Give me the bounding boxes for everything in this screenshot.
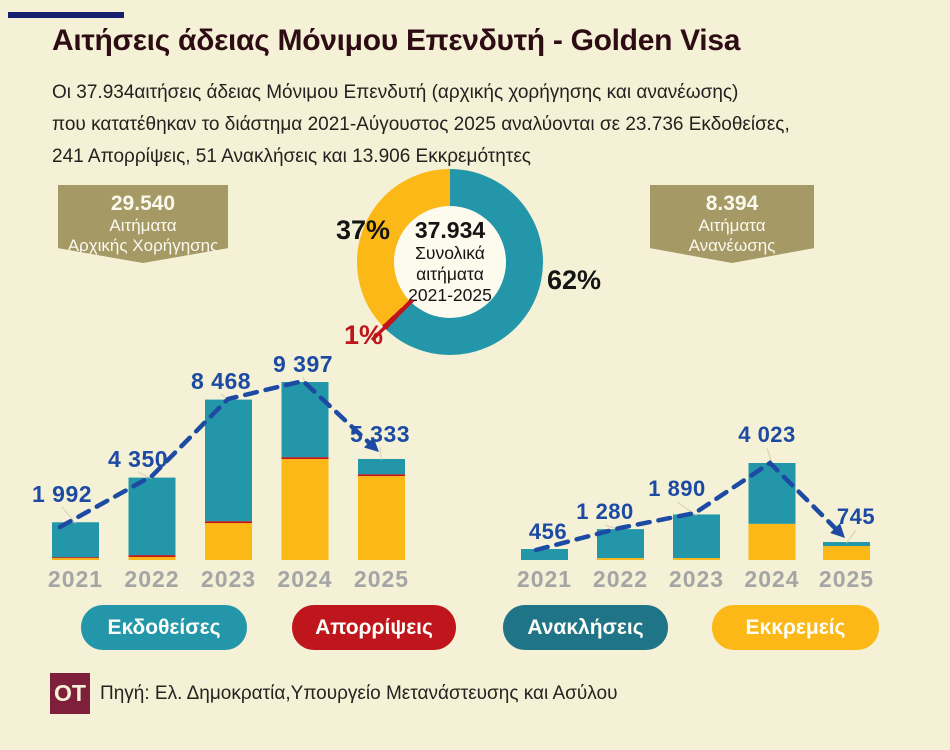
value-label-2022: 1 280 <box>576 499 634 524</box>
badge-initial-grants-line2: Αρχικής Χορήγησης <box>67 236 219 255</box>
subtitle-line-3: 241 Απορρίψεις, 51 Ανακλήσεις και 13.906… <box>52 146 531 167</box>
ot-logo: OT <box>50 673 90 714</box>
badge-initial-grants: 29.540 Αιτήματα Αρχικής Χορήγησης <box>58 185 228 263</box>
bar-segment-2022 <box>128 556 176 560</box>
bar-segment-2022 <box>128 555 176 557</box>
badge-initial-grants-value: 29.540 <box>110 192 176 215</box>
bar-segment-2021 <box>521 549 568 560</box>
year-label-2021: 2021 <box>516 566 573 592</box>
donut-total-value: 37.934 <box>414 217 486 243</box>
bar-segment-2023 <box>205 399 252 522</box>
value-label-2021: 1 992 <box>31 481 93 507</box>
value-label-2023: 1 890 <box>648 476 706 501</box>
value-label-2024: 9 397 <box>272 351 334 377</box>
year-label-2024: 2024 <box>744 566 800 592</box>
value-label-2022: 4 350 <box>107 446 169 472</box>
year-label-2025: 2025 <box>818 566 875 592</box>
donut-center-line2: αιτήματα <box>416 264 484 284</box>
bar-segment-2022 <box>128 477 176 556</box>
label-leader-line <box>61 506 76 524</box>
bar-segment-2025 <box>823 546 870 560</box>
page-title: Αιτήσεις άδειας Μόνιμου Επενδυτή - Golde… <box>52 24 741 57</box>
bar-segment-2025 <box>358 476 405 560</box>
label-leader-line <box>846 529 857 544</box>
bar-segment-2025 <box>358 458 405 475</box>
label-leader-line <box>379 446 383 461</box>
year-label-2024: 2024 <box>277 566 333 592</box>
donut-center: 37.934 Συνολικά αιτήματα 2021-2025 <box>394 206 506 318</box>
bar-segment-2021 <box>52 558 99 560</box>
bar-segment-2024 <box>281 457 329 460</box>
value-label-2023: 8 468 <box>190 368 252 394</box>
bar-segment-2021 <box>52 557 99 559</box>
badge-renewals-line1: Αιτήματα <box>698 216 766 235</box>
bar-segment-2023 <box>673 558 720 560</box>
bar-segment-2025 <box>358 474 405 477</box>
badge-renewals-value: 8.394 <box>705 192 759 215</box>
badge-initial-grants-line1: Αιτήματα <box>109 216 177 235</box>
bar-segment-2024 <box>748 523 796 560</box>
label-leader-line <box>604 524 621 531</box>
legend-pill-3: Ανακλήσεις <box>503 605 668 650</box>
year-label-2023: 2023 <box>200 566 257 592</box>
donut-center-line3: 2021-2025 <box>408 285 492 305</box>
donut-label-pending: 37% <box>336 215 391 245</box>
donut-label-issued: 62% <box>547 265 602 295</box>
bar-segment-2023 <box>673 514 720 559</box>
value-label-2021: 456 <box>528 519 568 544</box>
bar-segment-2025 <box>823 542 870 547</box>
value-label-2024: 4 023 <box>738 422 796 447</box>
subtitle-line-1: Οι 37.934αιτήσεις άδειας Μόνιμου Επενδυτ… <box>52 82 739 103</box>
year-label-2023: 2023 <box>668 566 725 592</box>
badge-renewals: 8.394 Αιτήματα Ανανέωσης <box>650 185 814 263</box>
bar-segment-2024 <box>281 459 329 560</box>
value-label-2025: 5 333 <box>349 421 411 447</box>
label-leader-line <box>766 447 773 465</box>
year-label-2025: 2025 <box>353 566 410 592</box>
legend-pill-1: Εκδοθείσες <box>81 605 247 650</box>
bar-segment-2024 <box>748 463 796 524</box>
year-label-2021: 2021 <box>47 566 104 592</box>
donut-chart: 37.934 Συνολικά αιτήματα 2021-2025 <box>357 169 543 355</box>
bar-segment-2021 <box>52 522 99 558</box>
badge-renewals-line2: Ανανέωσης <box>688 236 776 255</box>
legend-pill-2: Απορρίψεις <box>292 605 456 650</box>
bar-segment-2022 <box>597 558 644 560</box>
donut-label-rejected: 1% <box>344 320 384 350</box>
bar-segment-2023 <box>205 521 252 524</box>
donut-center-line1: Συνολικά <box>415 243 485 263</box>
year-label-2022: 2022 <box>124 566 180 592</box>
year-label-2022: 2022 <box>592 566 649 592</box>
subtitle-line-2: που κατατέθηκαν το διάστημα 2021-Αύγουστ… <box>52 114 790 135</box>
bar-segment-2024 <box>281 382 329 458</box>
value-label-2025: 745 <box>836 504 876 529</box>
trend-dashed-line <box>57 378 372 530</box>
bar-segment-2023 <box>205 523 252 560</box>
source-text: Πηγή: Ελ. Δημοκρατία,Υπουργείο Μετανάστε… <box>100 683 618 704</box>
label-leader-line <box>544 544 549 551</box>
label-leader-line <box>676 501 697 516</box>
legend-pill-4: Εκκρεμείς <box>712 605 879 650</box>
bar-segment-2022 <box>597 529 644 559</box>
accent-bar <box>8 12 124 18</box>
subtitle: Οι 37.934αιτήσεις άδειας Μόνιμου Επενδυτ… <box>52 77 790 173</box>
